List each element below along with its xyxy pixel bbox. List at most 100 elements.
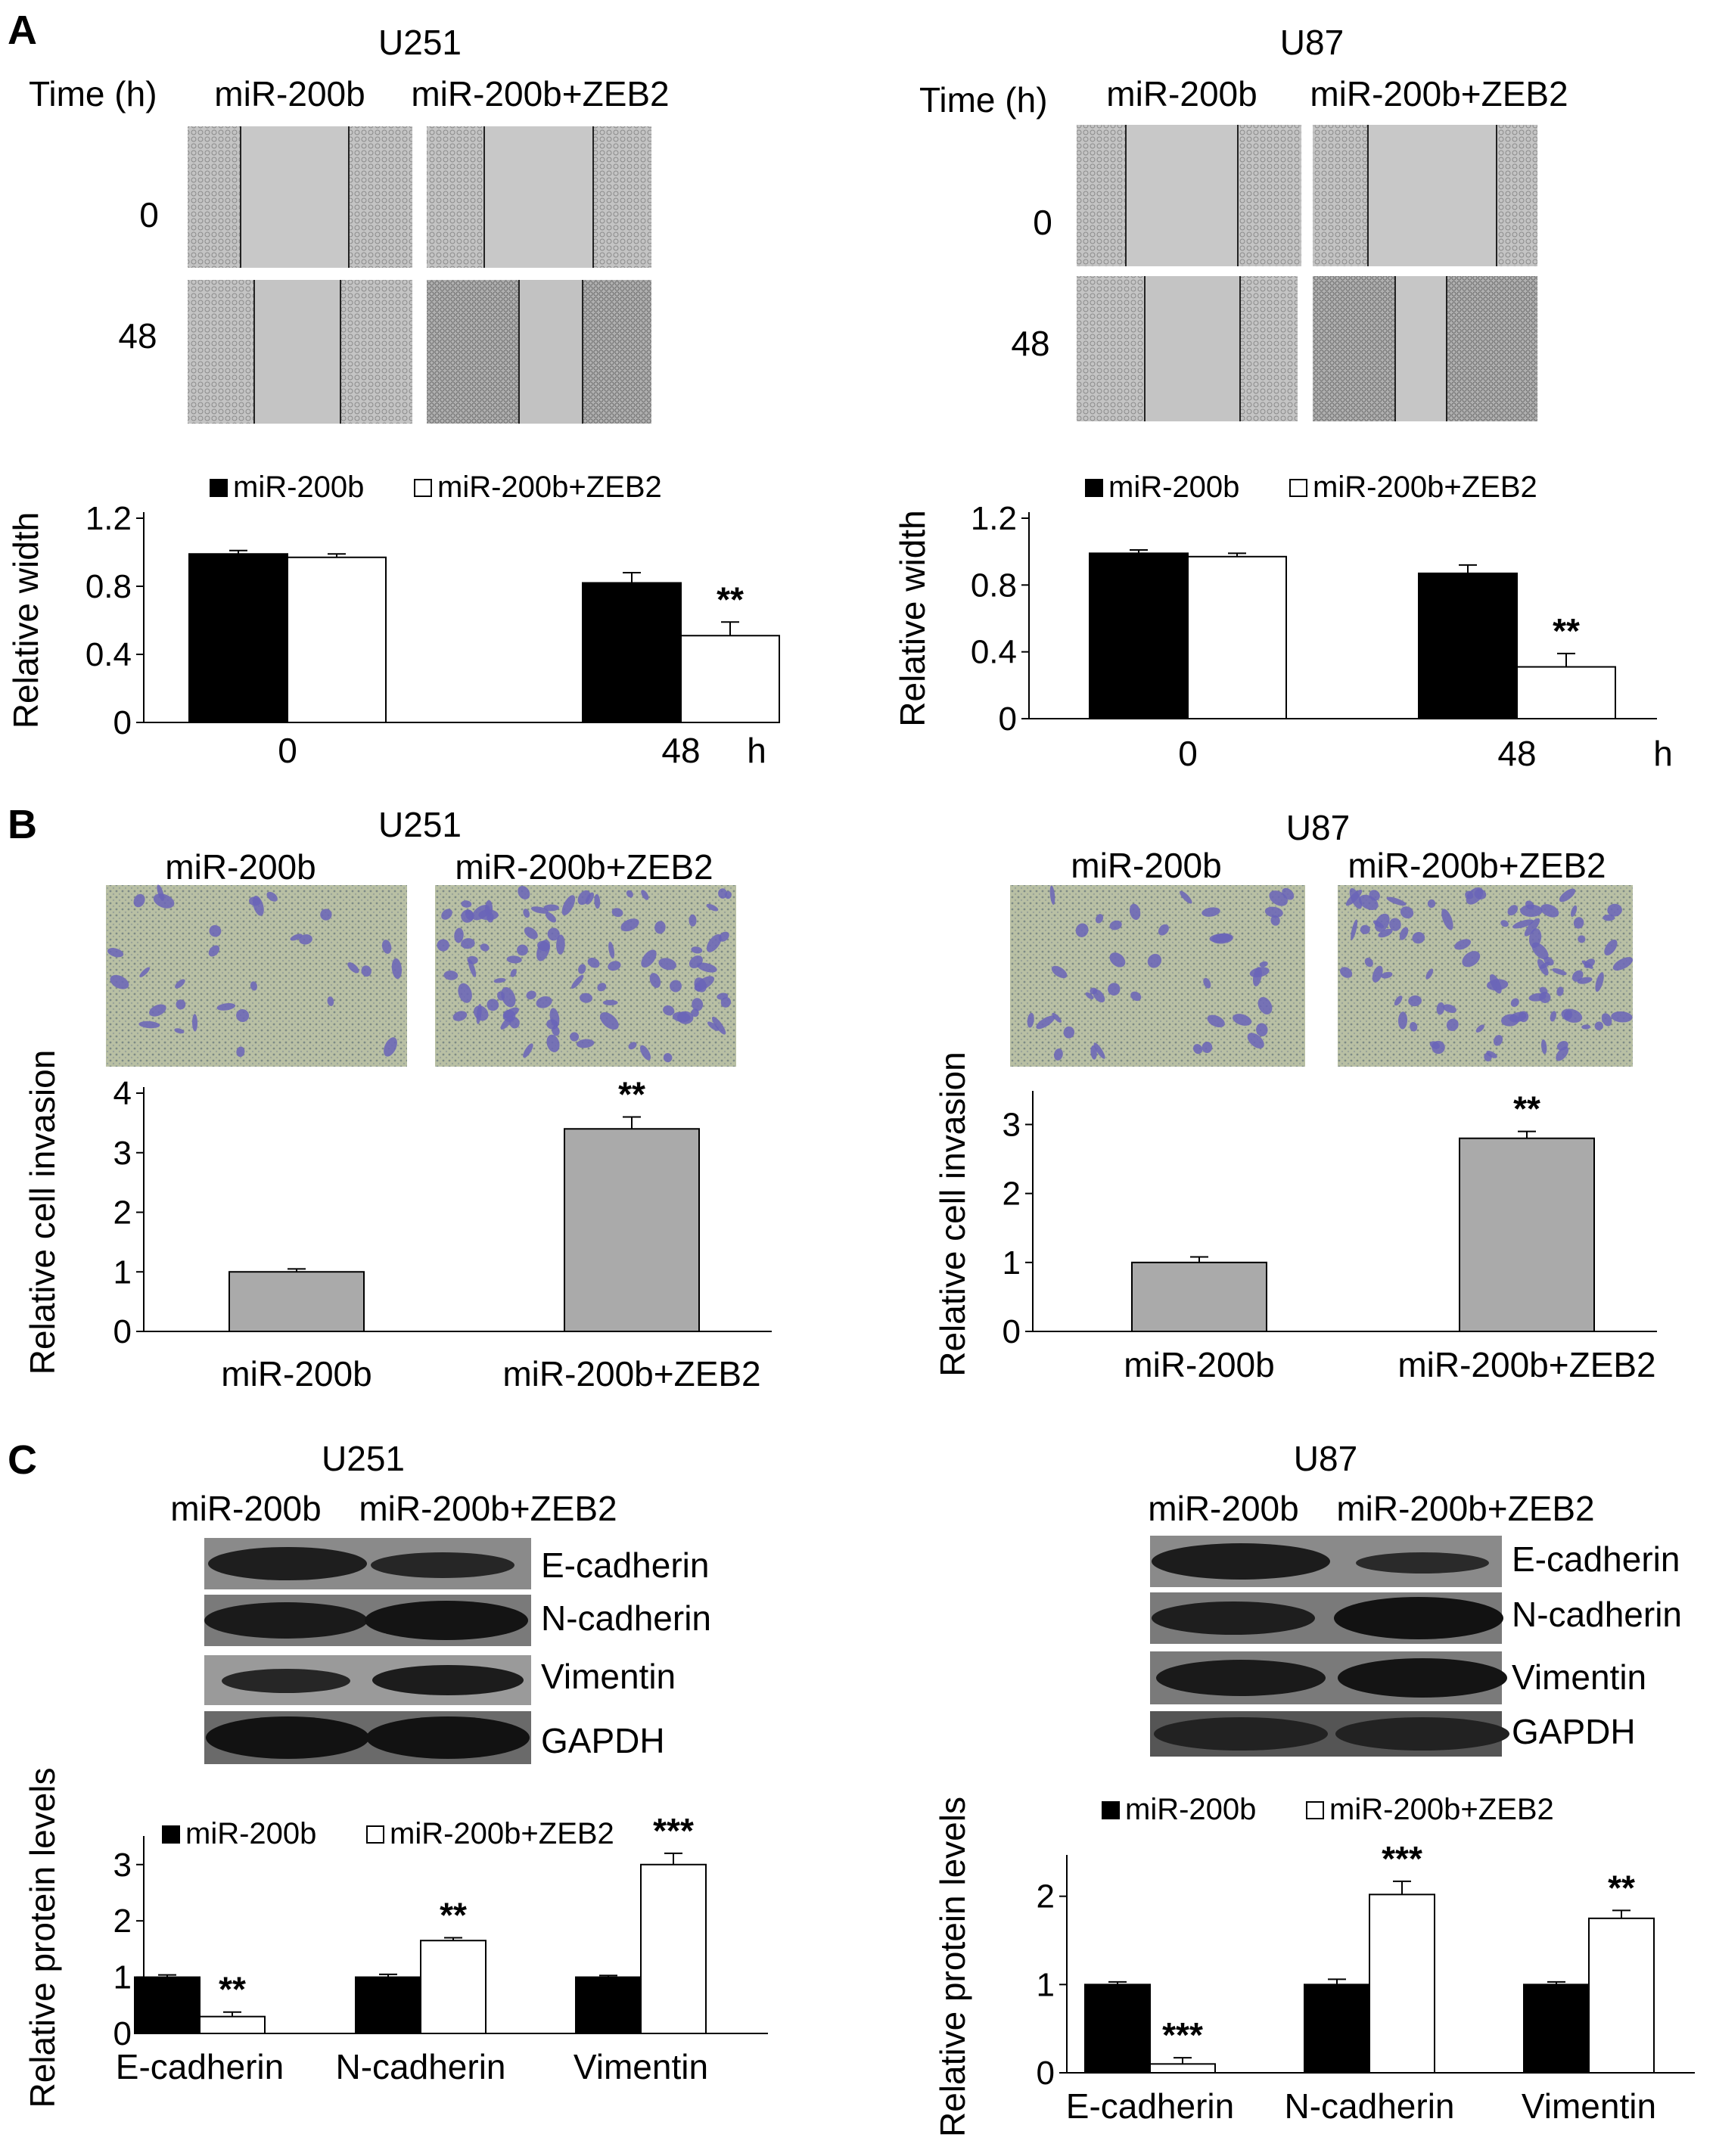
c-u251-western-blot: E-cadherin N-cadherin Vimentin GAPDH — [204, 1538, 711, 1764]
stained-cell — [1475, 1024, 1484, 1033]
stained-cell — [1247, 1033, 1264, 1048]
stained-cell — [1360, 924, 1370, 934]
chart-b-u251-relative-cell-invasion: 0 1 2 3 4 Relative cell invasion miR-200b miR-2… — [23, 1050, 772, 1393]
stained-cell — [1594, 1021, 1604, 1030]
stained-cell — [1400, 906, 1414, 919]
legend-label: miR-200b — [185, 1817, 316, 1850]
stained-cell — [1256, 1023, 1268, 1036]
stained-cell — [1203, 977, 1211, 989]
stained-cell — [1462, 951, 1481, 968]
y-tick-label: 2 — [113, 1903, 132, 1940]
stained-cell — [711, 1016, 726, 1035]
stained-cell — [626, 890, 633, 898]
stained-cell — [577, 890, 591, 906]
y-tick-label: 0 — [113, 704, 132, 741]
stained-cell — [209, 924, 222, 937]
stained-cell — [1192, 1044, 1203, 1055]
stained-cell — [1500, 920, 1509, 927]
stained-cell — [1249, 967, 1270, 977]
stained-cell — [1109, 952, 1126, 968]
y-tick-label: 0.4 — [971, 634, 1017, 671]
stained-cell — [1036, 1015, 1055, 1030]
blot-strip-e-cadherin — [204, 1538, 531, 1589]
y-tick-label: 2 — [113, 1194, 132, 1232]
y-axis-label: Relative protein levels — [933, 1797, 972, 2137]
blot-label-e-cadherin: E-cadherin — [541, 1546, 709, 1585]
stained-cell — [561, 895, 576, 916]
stained-cell — [384, 1037, 397, 1057]
scratch-image — [427, 280, 651, 424]
bar-relative-cell-invasion-mir-200b-zeb2 — [1459, 1137, 1595, 1333]
stained-cell — [381, 940, 392, 954]
legend-label: miR-200b — [233, 471, 364, 504]
legend-label: miR-200b — [1125, 1793, 1256, 1826]
stained-cell — [138, 1021, 160, 1029]
stained-cell — [175, 979, 185, 989]
stained-cell — [1381, 971, 1393, 979]
stained-cell — [266, 891, 278, 902]
stained-cell — [1607, 903, 1622, 917]
stained-cell — [1202, 1042, 1213, 1053]
scratch-image — [188, 280, 412, 424]
stained-cell — [1595, 972, 1604, 993]
category-label: 48 — [1497, 734, 1536, 773]
stained-cell — [1282, 887, 1295, 900]
stained-cell — [347, 962, 359, 974]
bar-mir-200b-vimentin — [1523, 1984, 1590, 2074]
stained-cell — [570, 1032, 580, 1042]
stained-cell — [500, 1015, 514, 1030]
stained-cell — [290, 934, 303, 941]
category-label: miR-200b — [221, 1354, 371, 1393]
x-unit-label: h — [1653, 734, 1673, 773]
blot-strip-n-cadherin — [1150, 1592, 1503, 1644]
stained-cell — [1270, 915, 1280, 926]
legend-swatch — [1306, 1801, 1324, 1819]
stained-cell — [437, 939, 449, 952]
y-tick-label: 3 — [113, 1847, 132, 1884]
stained-cell — [536, 996, 552, 1008]
blot-label-n-cadherin: N-cadherin — [1512, 1595, 1682, 1634]
stained-cell — [1412, 932, 1425, 944]
stained-cell — [718, 931, 729, 942]
y-tick-label: 2 — [1003, 1176, 1021, 1213]
significance-marker: ** — [1513, 1089, 1540, 1129]
chart-b-u87-relative-cell-invasion: 0 1 2 3 Relative cell invasion miR-200b miR-20… — [933, 1052, 1657, 1384]
stained-cell — [461, 938, 475, 949]
bar-mir-200b-zeb2-e-cadherin — [199, 2015, 266, 2035]
bar-mir-200b-vimentin — [575, 1976, 642, 2034]
stained-cell — [236, 1009, 250, 1022]
stained-cell — [299, 934, 312, 945]
scratch-image — [1313, 276, 1537, 421]
bar-mir-200b-48 — [1418, 572, 1518, 719]
stained-cell — [461, 900, 472, 908]
stained-cell — [1556, 986, 1564, 996]
stained-cell — [1570, 905, 1578, 918]
stained-cell — [327, 996, 334, 1006]
stained-cell — [1507, 905, 1519, 916]
b-u251-transwell-image-1 — [106, 884, 407, 1067]
stained-cell — [658, 958, 676, 971]
bar-relative-cell-invasion-mir-200b — [228, 1271, 365, 1332]
y-axis-label: Relative width — [6, 512, 45, 729]
legend-label: miR-200b+ZEB2 — [437, 471, 662, 504]
stained-cell — [1410, 1021, 1418, 1032]
y-tick-label: 4 — [113, 1075, 132, 1112]
bar-mir-200b-zeb2-48 — [680, 635, 780, 723]
b-u87-group1-label: miR-200b — [1071, 846, 1221, 885]
stained-cell — [1539, 986, 1548, 995]
stained-cell — [546, 1019, 558, 1030]
y-tick-label: 0.4 — [85, 636, 132, 673]
stained-cell — [139, 967, 151, 977]
blot-label-vimentin: Vimentin — [541, 1657, 676, 1696]
stained-cell — [663, 1053, 673, 1063]
stained-cell — [1454, 939, 1472, 950]
category-label: N-cadherin — [1285, 2086, 1455, 2126]
x-unit-label: h — [747, 731, 766, 770]
c-u251-group2-label: miR-200b+ZEB2 — [359, 1489, 617, 1528]
stained-cell — [576, 1039, 595, 1048]
blot-label-vimentin: Vimentin — [1512, 1657, 1646, 1697]
significance-marker: *** — [653, 1811, 694, 1850]
blot-label-e-cadherin: E-cadherin — [1512, 1539, 1680, 1579]
stained-cell — [1611, 1011, 1633, 1023]
